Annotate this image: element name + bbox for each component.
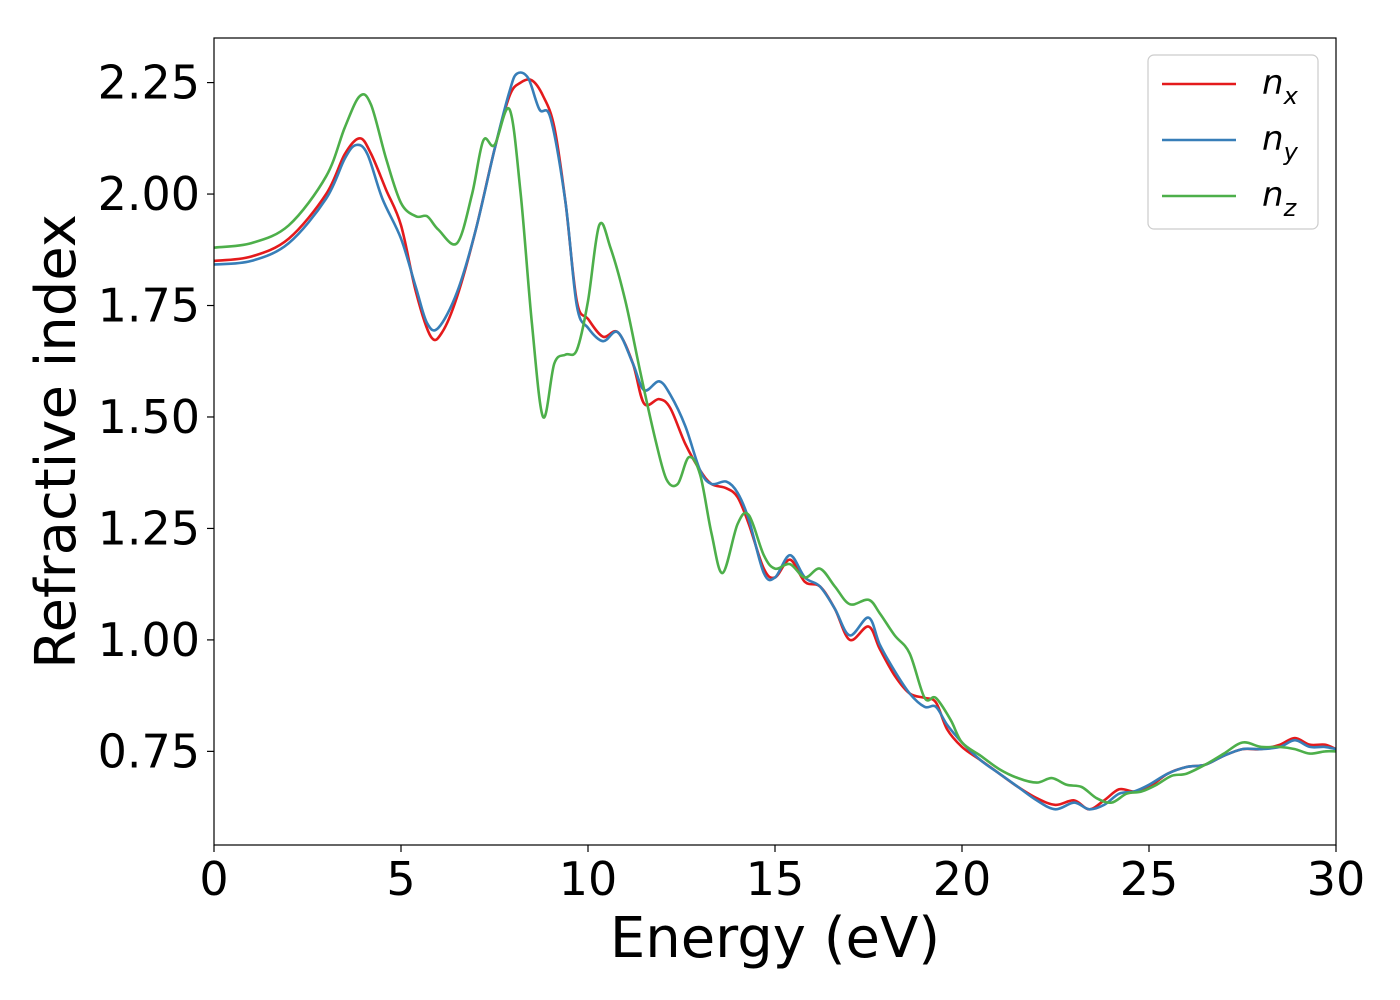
y-tick-label: 1.75 xyxy=(98,279,200,333)
x-tick-label: 20 xyxy=(933,852,992,906)
legend: nx ny nz xyxy=(1147,54,1319,230)
legend-box xyxy=(1147,54,1319,230)
legend-label-y: ny xyxy=(1262,119,1299,166)
series-layer xyxy=(214,71,1336,811)
x-tick-label: 30 xyxy=(1307,852,1366,906)
y-tick-label: 0.75 xyxy=(98,724,200,778)
x-tick-label: 10 xyxy=(559,852,618,906)
y-axis-title: Refractive index xyxy=(24,214,89,669)
x-tick-label: 0 xyxy=(199,852,228,906)
y-tick-label: 2.25 xyxy=(98,56,200,110)
legend-label-x: nx xyxy=(1262,63,1299,110)
x-axis-title: Energy (eV) xyxy=(610,906,940,971)
y-axis: 0.75 1.00 1.25 1.50 1.75 2.00 2.25 xyxy=(98,56,214,778)
x-axis: 0 5 10 15 20 25 30 xyxy=(199,845,1365,906)
series-line-z xyxy=(214,93,1336,805)
x-tick-label: 15 xyxy=(746,852,805,906)
x-tick-label: 5 xyxy=(386,852,415,906)
y-tick-label: 2.00 xyxy=(98,167,200,221)
x-tick-label: 25 xyxy=(1120,852,1179,906)
legend-label-z: nz xyxy=(1262,175,1298,222)
y-tick-label: 1.00 xyxy=(98,613,200,667)
y-tick-label: 1.25 xyxy=(98,501,200,555)
y-tick-label: 1.50 xyxy=(98,390,200,444)
